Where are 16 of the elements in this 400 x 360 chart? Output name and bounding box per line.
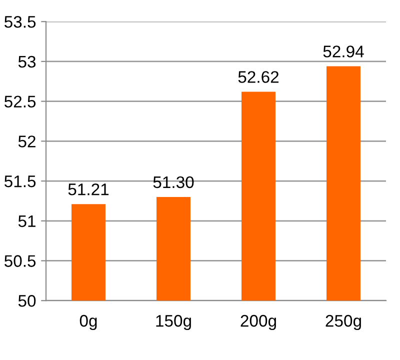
y-tick-label: 51: [18, 215, 36, 228]
data-label: 51.30: [153, 176, 194, 188]
y-tick-label: 50: [18, 295, 36, 307]
y-tick-label: 53: [18, 56, 36, 68]
data-label: 52.62: [238, 71, 279, 83]
x-tick-label: 200g: [240, 314, 276, 330]
x-tick-label: 250g: [326, 314, 361, 330]
x-tick-label: 150g: [156, 314, 191, 330]
data-label: 52.94: [323, 46, 364, 58]
y-tick-label: 50.5: [4, 255, 36, 267]
data-label: 51.21: [68, 183, 109, 196]
y-tick-label: 51.5: [4, 176, 36, 188]
y-tick-label: 53.5: [4, 16, 36, 28]
y-tick-label: 52: [18, 136, 36, 148]
x-tick-label: 0g: [80, 314, 97, 330]
y-tick-label: 52.5: [4, 96, 36, 108]
